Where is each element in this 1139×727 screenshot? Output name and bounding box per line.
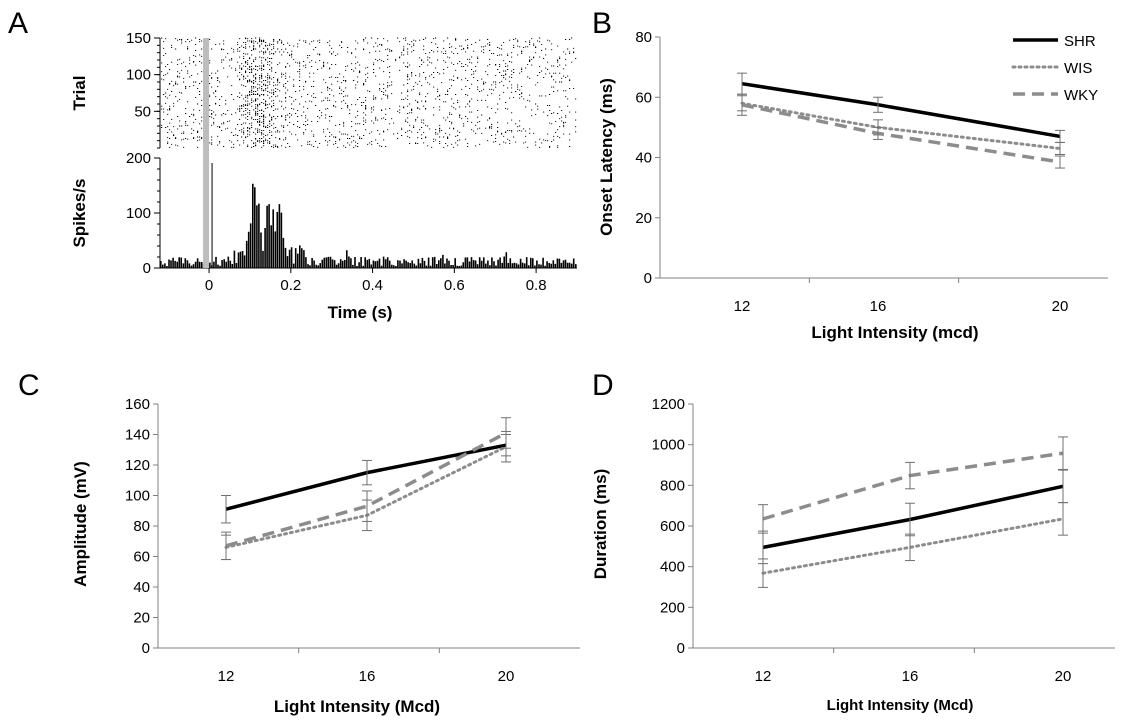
panel-d-ytick-label: 200 [660,599,685,616]
panel-b-series-wky [741,103,1061,164]
panel-d-ylabel: Duration (ms) [591,469,610,580]
panel-d-duration-chart: Duration (ms) Light Intensity (Mcd) 0 200… [591,396,1115,714]
raster-ytick-label: 150 [126,30,151,47]
panel-c-ytick-label: 0 [142,640,150,657]
raster-ytick-label: 50 [134,103,151,120]
histogram-ylabel: Spikes/s [70,179,89,248]
legend-label-wky: WKY [1064,87,1098,104]
panel-c-ylabel: Amplitude (mV) [71,461,90,587]
panel-c-xlabel: Light Intensity (Mcd) [274,697,440,716]
panel-letter-c: C [18,369,40,402]
panel-d-xlabel: Light Intensity (Mcd) [827,697,974,714]
panel-c-ytick-label: 160 [125,396,150,413]
panel-d-ytick-label: 800 [660,477,685,494]
panel-b-ytick-label: 60 [635,89,652,106]
panel-b-xtick-label: 12 [734,298,751,315]
raster-spikes [161,37,577,148]
raster-plot: 50 100 150 [126,30,577,149]
panel-d-ytick-label: 400 [660,559,685,576]
panel-letter-d: D [592,369,614,402]
histogram-ytick-label: 0 [143,260,151,277]
panel-b-onset-latency-chart: Onset Latency (ms) Light Intensity (mcd)… [597,29,1108,342]
panel-d-xtick-label: 12 [755,668,772,685]
panel-d-xtick-label: 16 [902,668,919,685]
panel-b-ytick-label: 0 [644,270,652,287]
panel-b-xtick-label: 16 [870,298,887,315]
panel-c-xtick-label: 16 [359,668,376,685]
panel-c-ytick-label: 100 [125,488,150,505]
histogram-xtick-label: 0.4 [362,277,383,294]
panel-c-ytick-label: 20 [133,610,150,627]
panel-c-amplitude-chart: Amplitude (mV) Light Intensity (Mcd) 0 20… [71,396,580,716]
legend: SHR WIS WKY [1011,33,1098,104]
histogram-ytick-label: 200 [126,150,151,167]
panel-d-series-wis [761,517,1065,575]
stimulus-marker [203,38,210,268]
psth-histogram: 0 100 200 0 0.2 0.4 0.6 0.8 [126,150,577,294]
histogram-xtick-label: 0.2 [280,277,301,294]
panel-b-series-shr [741,81,1061,139]
histogram-xtick-label: 0.8 [526,277,547,294]
panel-d-series-shr [762,484,1064,550]
histogram-xtick-label: 0 [205,277,213,294]
legend-label-wis: WIS [1064,60,1092,77]
panel-d-ytick-label: 600 [660,518,685,535]
raster-ylabel: Trial [70,76,89,111]
panel-b-xtick-label: 20 [1052,298,1069,315]
histogram-ytick-label: 100 [126,205,151,222]
panel-d-ytick-label: 1000 [652,437,685,454]
panel-c-ytick-label: 140 [125,427,150,444]
panel-c-ytick-label: 40 [133,579,150,596]
panel-d-ytick-label: 1200 [652,396,685,413]
panel-a-xlabel: Time (s) [328,303,393,322]
panel-c-xtick-label: 12 [218,668,235,685]
panel-d-xtick-label: 20 [1055,668,1072,685]
panel-b-ylabel: Onset Latency (ms) [597,78,616,236]
panel-d-ytick-label: 0 [677,640,685,657]
histogram-bars [160,183,577,268]
panel-b-xlabel: Light Intensity (mcd) [811,323,978,342]
panel-letter-a: A [8,7,28,40]
raster-ytick-label: 100 [126,67,151,84]
panel-c-ytick-label: 60 [133,549,150,566]
panel-letter-b: B [592,7,612,40]
panel-a-raster-histogram: 50 100 150 0 100 200 0 0.2 0.4 0.6 0.8 Trial Spik… [70,30,577,322]
panel-c-xtick-label: 20 [498,668,515,685]
panel-c-ytick-label: 80 [133,518,150,535]
panel-c-series-wky [225,431,507,548]
panel-d-series-wky [762,451,1064,521]
panel-b-ytick-label: 40 [635,150,652,167]
panel-b-ytick-label: 80 [635,29,652,46]
panel-c-ytick-label: 120 [125,457,150,474]
panel-b-ytick-label: 20 [635,210,652,227]
legend-label-shr: SHR [1064,33,1096,50]
histogram-xtick-label: 0.6 [444,277,465,294]
